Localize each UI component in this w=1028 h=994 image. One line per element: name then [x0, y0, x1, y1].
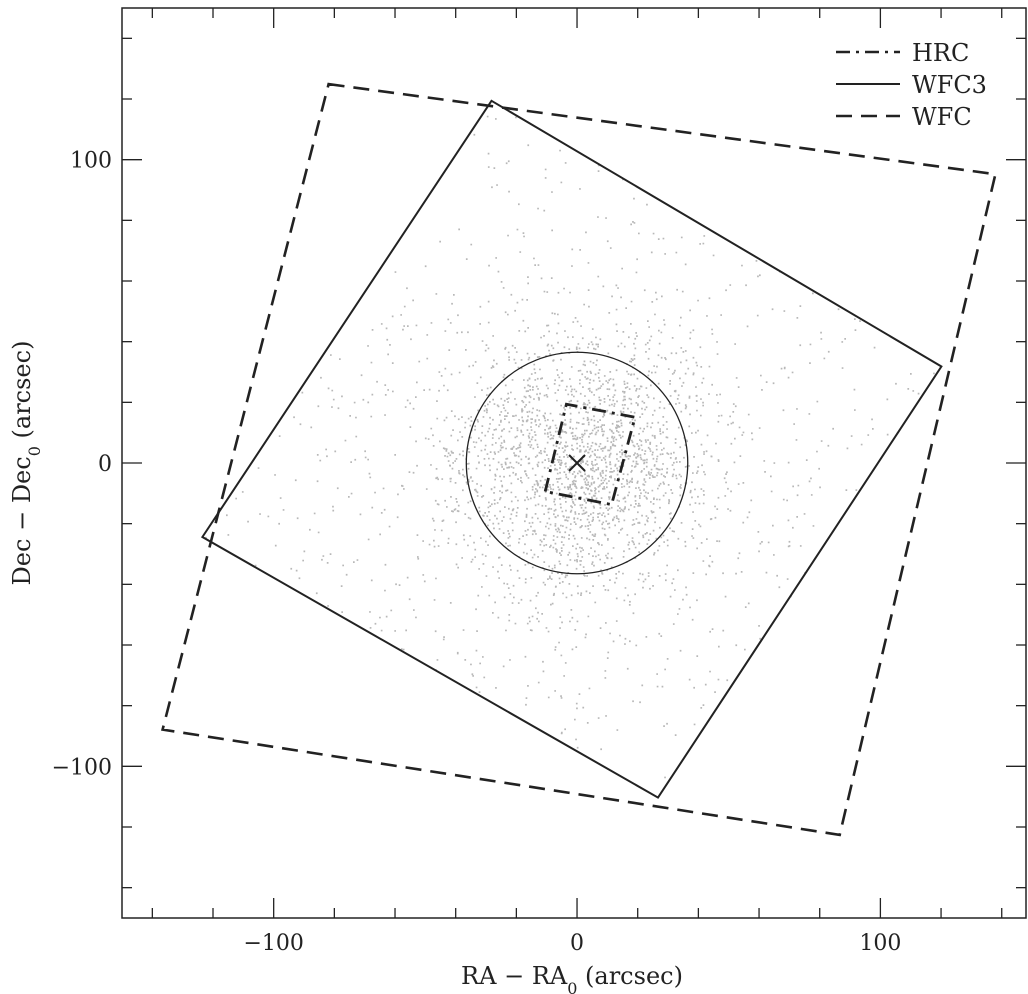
y-axis-label-tail: (arcsec)	[8, 341, 36, 447]
y-axis-label-sub: 0	[25, 446, 44, 456]
inner-circle	[465, 351, 689, 575]
x-axis-label-main: RA − RA	[461, 962, 568, 990]
legend-label-wfc3: WFC3	[912, 71, 987, 99]
hrc-footprint	[543, 402, 637, 507]
y-axis-label-main: Dec − Dec	[8, 456, 36, 585]
x-axis-label-tail: (arcsec)	[577, 962, 683, 990]
axis-ticks	[122, 8, 1026, 918]
y-tick-label: 0	[98, 452, 112, 477]
y-tick-label: −100	[52, 755, 112, 780]
center-x-marker	[568, 454, 586, 472]
wfc3-footprint	[200, 99, 943, 799]
tick-labels: −100 0 100 −100 0 100	[52, 149, 902, 956]
x-tick-label: 0	[570, 931, 584, 956]
plot-frame	[121, 7, 1027, 919]
y-tick-label: 100	[70, 149, 112, 174]
legend-label-wfc: WFC	[912, 103, 972, 131]
x-axis-label-sub: 0	[567, 979, 577, 994]
center-x-stroke	[568, 454, 586, 472]
legend-label-hrc: HRC	[912, 39, 969, 67]
x-tick-label: 100	[859, 931, 901, 956]
star-point-cloud	[205, 115, 935, 779]
legend: HRC WFC3 WFC	[836, 39, 987, 131]
star-points	[205, 115, 935, 779]
x-axis-label: RA − RA0 (arcsec)	[461, 962, 683, 994]
y-axis-label: Dec − Dec0 (arcsec)	[8, 341, 44, 586]
wfc-footprint	[160, 82, 997, 837]
x-tick-label: −100	[243, 931, 303, 956]
